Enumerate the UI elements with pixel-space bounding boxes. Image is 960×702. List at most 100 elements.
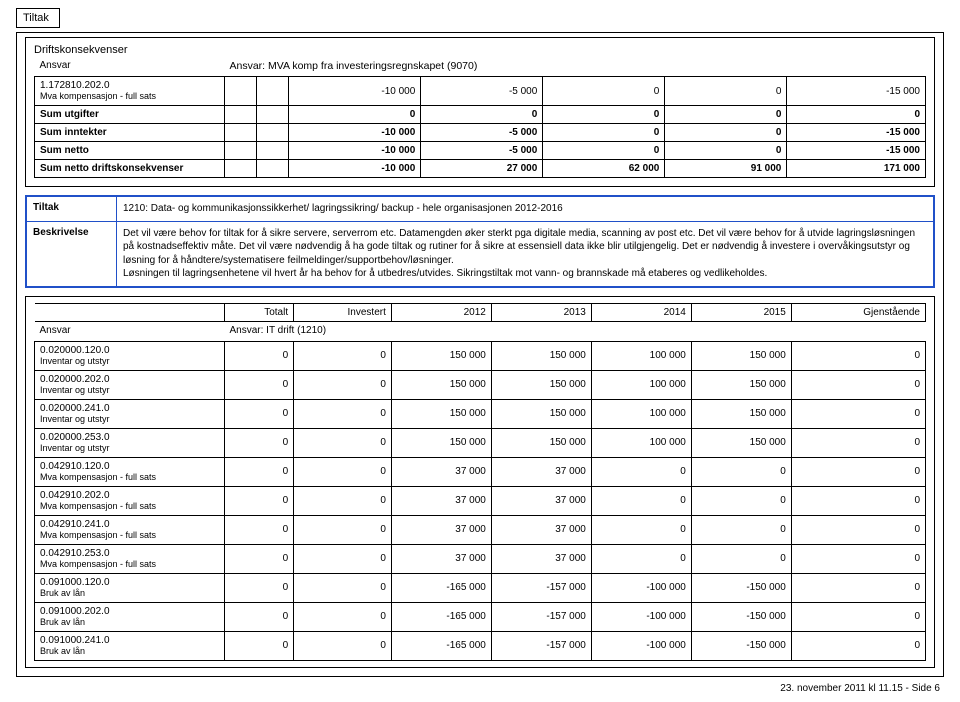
cell: 0 bbox=[791, 515, 925, 544]
cell: 0 bbox=[294, 631, 392, 660]
cell: 0 bbox=[294, 399, 392, 428]
table-row: 0.091000.241.0Bruk av lån00-165 000-157 … bbox=[35, 631, 926, 660]
row-label: Sum utgifter bbox=[35, 106, 225, 124]
cell: 0 bbox=[691, 515, 791, 544]
page-footer: 23. november 2011 kl 11.15 - Side 6 bbox=[16, 683, 944, 694]
cell: 100 000 bbox=[591, 370, 691, 399]
row-label: 0.042910.202.0Mva kompensasjon - full sa… bbox=[35, 486, 225, 515]
row-label: Sum netto driftskonsekvenser bbox=[35, 160, 225, 178]
meta-key: Tiltak bbox=[27, 197, 117, 222]
cell: 0 bbox=[289, 106, 421, 124]
table-row: 0.042910.253.0Mva kompensasjon - full sa… bbox=[35, 544, 926, 573]
cell: 0 bbox=[691, 544, 791, 573]
page-outer: Driftskonsekvenser Ansvar Ansvar: MVA ko… bbox=[16, 32, 944, 677]
cell: 0 bbox=[294, 515, 392, 544]
cell: -5 000 bbox=[421, 124, 543, 142]
cell: 0 bbox=[225, 631, 294, 660]
cell: 0 bbox=[225, 370, 294, 399]
cell: 37 000 bbox=[391, 515, 491, 544]
cell: 37 000 bbox=[491, 515, 591, 544]
cell: 37 000 bbox=[491, 457, 591, 486]
table-row: 0.042910.120.0Mva kompensasjon - full sa… bbox=[35, 457, 926, 486]
cell: 0 bbox=[225, 457, 294, 486]
cell: -150 000 bbox=[691, 631, 791, 660]
cell bbox=[257, 142, 289, 160]
cell bbox=[257, 77, 289, 106]
col-header: Investert bbox=[294, 303, 392, 321]
cell: -10 000 bbox=[289, 142, 421, 160]
cell bbox=[257, 160, 289, 178]
drift-section: Driftskonsekvenser Ansvar Ansvar: MVA ko… bbox=[25, 37, 935, 187]
table-row: Sum utgifter00000 bbox=[35, 106, 926, 124]
row-label: 0.042910.253.0Mva kompensasjon - full sa… bbox=[35, 544, 225, 573]
cell: 150 000 bbox=[491, 341, 591, 370]
cell: 0 bbox=[665, 77, 787, 106]
cell: 0 bbox=[294, 341, 392, 370]
row-label: 0.042910.241.0Mva kompensasjon - full sa… bbox=[35, 515, 225, 544]
detail-ansvar-row: Ansvar Ansvar: IT drift (1210) bbox=[35, 321, 926, 341]
cell: 91 000 bbox=[665, 160, 787, 178]
row-label: 0.020000.241.0Inventar og utstyr bbox=[35, 399, 225, 428]
cell: 0 bbox=[591, 544, 691, 573]
col-header: Totalt bbox=[225, 303, 294, 321]
table-row: 1.172810.202.0Mva kompensasjon - full sa… bbox=[35, 77, 926, 106]
cell: -5 000 bbox=[421, 77, 543, 106]
row-label: 0.020000.202.0Inventar og utstyr bbox=[35, 370, 225, 399]
cell: -5 000 bbox=[421, 142, 543, 160]
cell: 0 bbox=[791, 399, 925, 428]
col-header: 2014 bbox=[591, 303, 691, 321]
tiltak-tag: Tiltak bbox=[16, 8, 60, 28]
cell: 37 000 bbox=[491, 544, 591, 573]
cell: 0 bbox=[591, 515, 691, 544]
cell: -157 000 bbox=[491, 573, 591, 602]
table-row: 0.091000.202.0Bruk av lån00-165 000-157 … bbox=[35, 602, 926, 631]
cell: 0 bbox=[225, 341, 294, 370]
cell: 0 bbox=[665, 124, 787, 142]
cell: 0 bbox=[225, 544, 294, 573]
cell: 0 bbox=[225, 399, 294, 428]
cell: 0 bbox=[791, 631, 925, 660]
cell: -150 000 bbox=[691, 602, 791, 631]
drift-table: Ansvar Ansvar: MVA komp fra investerings… bbox=[34, 58, 926, 178]
row-label: 0.042910.120.0Mva kompensasjon - full sa… bbox=[35, 457, 225, 486]
cell: -15 000 bbox=[787, 142, 926, 160]
cell: 150 000 bbox=[491, 370, 591, 399]
meta-row: Tiltak1210: Data- og kommunikasjonssikke… bbox=[27, 197, 934, 222]
cell: 150 000 bbox=[691, 428, 791, 457]
cell: 0 bbox=[543, 142, 665, 160]
table-row: 0.042910.241.0Mva kompensasjon - full sa… bbox=[35, 515, 926, 544]
cell: 0 bbox=[294, 544, 392, 573]
cell: 0 bbox=[591, 486, 691, 515]
cell: 0 bbox=[225, 602, 294, 631]
cell: 150 000 bbox=[491, 399, 591, 428]
cell: 150 000 bbox=[391, 370, 491, 399]
row-label: 0.091000.202.0Bruk av lån bbox=[35, 602, 225, 631]
cell: -100 000 bbox=[591, 573, 691, 602]
col-header bbox=[35, 303, 225, 321]
cell: 37 000 bbox=[391, 486, 491, 515]
meta-value: Det vil være behov for tiltak for å sikr… bbox=[117, 221, 934, 286]
cell: 150 000 bbox=[391, 341, 491, 370]
meta-value: 1210: Data- og kommunikasjonssikkerhet/ … bbox=[117, 197, 934, 222]
tiltak-meta-table: Tiltak1210: Data- og kommunikasjonssikke… bbox=[26, 196, 934, 287]
cell bbox=[225, 77, 257, 106]
cell: 150 000 bbox=[691, 370, 791, 399]
cell bbox=[257, 106, 289, 124]
cell bbox=[225, 124, 257, 142]
detail-ansvar-label: Ansvar bbox=[35, 321, 225, 341]
cell: 0 bbox=[225, 486, 294, 515]
col-header: 2012 bbox=[391, 303, 491, 321]
detail-header-row: TotaltInvestert2012201320142015Gjenståen… bbox=[35, 303, 926, 321]
cell: 0 bbox=[225, 573, 294, 602]
table-row: 0.020000.241.0Inventar og utstyr00150 00… bbox=[35, 399, 926, 428]
row-label: 0.020000.253.0Inventar og utstyr bbox=[35, 428, 225, 457]
cell: -150 000 bbox=[691, 573, 791, 602]
cell: 100 000 bbox=[591, 399, 691, 428]
tiltak-detail-box: Tiltak1210: Data- og kommunikasjonssikke… bbox=[25, 195, 935, 288]
cell: 0 bbox=[791, 486, 925, 515]
cell: -100 000 bbox=[591, 602, 691, 631]
cell: 0 bbox=[294, 428, 392, 457]
cell: 0 bbox=[691, 457, 791, 486]
cell: 0 bbox=[791, 573, 925, 602]
cell: 100 000 bbox=[591, 428, 691, 457]
